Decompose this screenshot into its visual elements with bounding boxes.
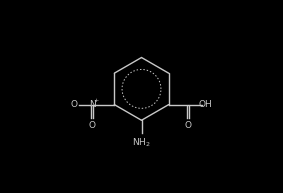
Text: O: O — [89, 121, 96, 130]
Text: O: O — [71, 100, 78, 109]
Text: H: H — [204, 100, 211, 109]
Text: +: + — [93, 98, 98, 103]
Text: O: O — [198, 100, 205, 109]
Text: N: N — [89, 100, 96, 109]
Text: O: O — [184, 121, 191, 130]
Text: NH$_2$: NH$_2$ — [132, 136, 151, 149]
